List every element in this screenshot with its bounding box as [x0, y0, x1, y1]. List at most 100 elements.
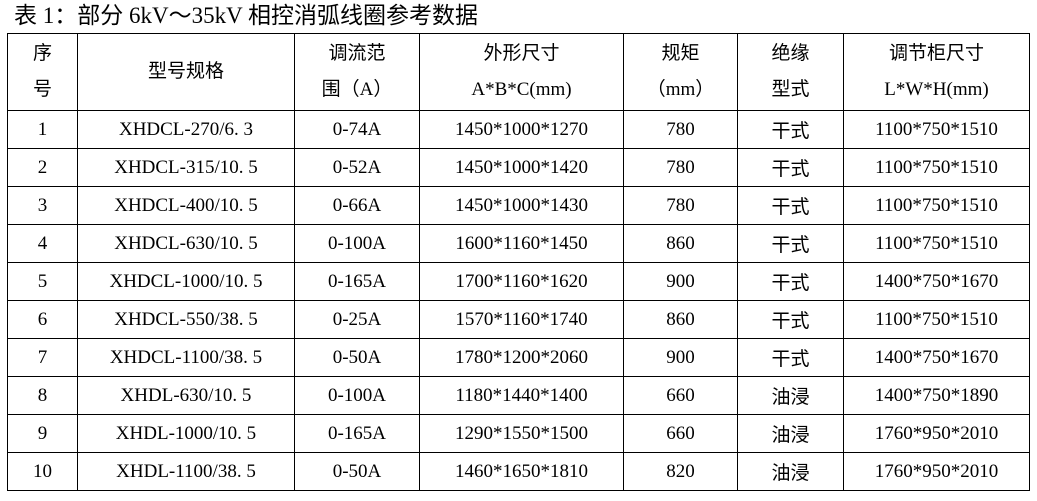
table-row: 8 XHDL-630/10. 5 0-100A 1180*1440*1400 660 油浸…: [7, 376, 1030, 415]
table-cell: 1760*950*2010: [843, 452, 1030, 491]
table-cell: 1100*750*1510: [843, 110, 1030, 149]
table-cell: XHDL-1100/38. 5: [77, 452, 295, 491]
column-header-line: （mm）: [646, 79, 715, 100]
table-cell: 1460*1650*1810: [419, 452, 624, 491]
column-header-line: L*W*H(mm): [884, 79, 989, 100]
table-cell: 6: [7, 300, 78, 339]
table-cell: 0-74A: [294, 110, 420, 149]
table-cell: 1290*1550*1500: [419, 414, 624, 453]
table-cell: XHDCL-550/38. 5: [77, 300, 295, 339]
table-cell: 0-25A: [294, 300, 420, 339]
table-cell: 660: [623, 414, 738, 453]
table-cell: 1100*750*1510: [843, 300, 1030, 339]
table-cell: 860: [623, 224, 738, 263]
table-cell: 660: [623, 376, 738, 415]
table-cell: 0-50A: [294, 338, 420, 377]
table-cell: 1100*750*1510: [843, 148, 1030, 187]
table-cell: 0-52A: [294, 148, 420, 187]
table-title: 表 1：部分 6kV～35kV 相控消弧线圈参考数据: [14, 3, 479, 28]
table-cell: 900: [623, 262, 738, 301]
table-row: 2 XHDCL-315/10. 5 0-52A 1450*1000*1420 780 干式…: [7, 148, 1030, 187]
table-cell: 干式: [737, 148, 844, 187]
table-cell: XHDL-630/10. 5: [77, 376, 295, 415]
table-cell: 7: [7, 338, 78, 377]
column-header-line: 型式: [771, 79, 810, 100]
column-header-line: 围（A）: [321, 79, 393, 100]
table-cell: 1600*1160*1450: [419, 224, 624, 263]
table-cell: 干式: [737, 338, 844, 377]
table-cell: 1180*1440*1400: [419, 376, 624, 415]
column-header-0: 序号: [7, 33, 78, 111]
table-row: 7 XHDCL-1100/38. 5 0-50A 1780*1200*2060 900 干…: [7, 338, 1030, 377]
table-row: 9 XHDL-1000/10. 5 0-165A 1290*1550*1500 660 油…: [7, 414, 1030, 453]
column-header-line: 规矩: [661, 43, 700, 64]
table-cell: 1100*750*1510: [843, 186, 1030, 225]
table-row: 1 XHDCL-270/6. 3 0-74A 1450*1000*1270 780 干式 1…: [7, 110, 1030, 149]
reference-table: 序号型号规格 调流范 围（A） 外形尺寸 A*B*C(mm) 规矩 （mm） 绝缘 型式 调节柜尺…: [7, 33, 1030, 491]
table-cell: XHDCL-630/10. 5: [77, 224, 295, 263]
table-cell: 1450*1000*1430: [419, 186, 624, 225]
table-cell: 1400*750*1670: [843, 262, 1030, 301]
table-cell: 1450*1000*1270: [419, 110, 624, 149]
table-cell: 0-50A: [294, 452, 420, 491]
table-cell: XHDCL-400/10. 5: [77, 186, 295, 225]
column-header-line: 型号规格: [147, 61, 224, 82]
table-cell: XHDCL-1000/10. 5: [77, 262, 295, 301]
table-row: 10 XHDL-1100/38. 5 0-50A 1460*1650*1810 820 油…: [7, 452, 1030, 491]
table-cell: 1100*750*1510: [843, 224, 1030, 263]
column-header-2: 调流范围（A）: [294, 33, 420, 111]
column-header-line: 号: [32, 79, 52, 100]
column-header-line: 序: [32, 43, 52, 64]
table-cell: 1450*1000*1420: [419, 148, 624, 187]
table-cell: 干式: [737, 262, 844, 301]
table-cell: 780: [623, 186, 738, 225]
table-cell: XHDCL-1100/38. 5: [77, 338, 295, 377]
column-header-line: 绝缘: [771, 43, 810, 64]
table-cell: 10: [7, 452, 78, 491]
table-cell: 0-66A: [294, 186, 420, 225]
table-cell: 4: [7, 224, 78, 263]
column-header-3: 外形尺寸 A*B*C(mm): [419, 33, 624, 111]
column-header-4: 规矩 （mm）: [623, 33, 738, 111]
table-cell: 780: [623, 110, 738, 149]
header-row: 序号型号规格 调流范 围（A） 外形尺寸 A*B*C(mm) 规矩 （mm） 绝缘 型式 调节柜尺…: [7, 33, 1030, 111]
table-cell: 0-165A: [294, 414, 420, 453]
table-cell: 5: [7, 262, 78, 301]
table-cell: 干式: [737, 186, 844, 225]
column-header-5: 绝缘 型式: [737, 33, 844, 111]
table-row: 6 XHDCL-550/38. 5 0-25A 1570*1160*1740 860 干式…: [7, 300, 1030, 339]
table-row: 5 XHDCL-1000/10. 5 0-165A 1700*1160*1620 900…: [7, 262, 1030, 301]
table-cell: 干式: [737, 300, 844, 339]
column-header-6: 调节柜尺寸 L*W*H(mm): [843, 33, 1030, 111]
table-cell: 900: [623, 338, 738, 377]
table-cell: 0-100A: [294, 376, 420, 415]
table-cell: 0-165A: [294, 262, 420, 301]
table-cell: 1400*750*1670: [843, 338, 1030, 377]
table-cell: 780: [623, 148, 738, 187]
table-cell: 1570*1160*1740: [419, 300, 624, 339]
table-cell: XHDL-1000/10. 5: [77, 414, 295, 453]
table-cell: 1760*950*2010: [843, 414, 1030, 453]
table-cell: 0-100A: [294, 224, 420, 263]
column-header-line: 调节柜尺寸: [888, 43, 984, 64]
column-header-1: 型号规格: [77, 33, 295, 111]
table-cell: 1780*1200*2060: [419, 338, 624, 377]
column-header-line: A*B*C(mm): [471, 79, 572, 100]
table-cell: 1400*750*1890: [843, 376, 1030, 415]
table-cell: 860: [623, 300, 738, 339]
table-cell: 9: [7, 414, 78, 453]
table-cell: 干式: [737, 224, 844, 263]
table-cell: 干式: [737, 110, 844, 149]
table-cell: 3: [7, 186, 78, 225]
table-cell: 油浸: [737, 452, 844, 491]
table-row: 4 XHDCL-630/10. 5 0-100A 1600*1160*1450 860 干…: [7, 224, 1030, 263]
table-body: 1 XHDCL-270/6. 3 0-74A 1450*1000*1270 780 干式 1…: [7, 110, 1030, 491]
table-cell: 1700*1160*1620: [419, 262, 624, 301]
table-cell: XHDCL-315/10. 5: [77, 148, 295, 187]
column-header-line: 调流范: [328, 43, 386, 64]
table-cell: 1: [7, 110, 78, 149]
table-cell: 油浸: [737, 414, 844, 453]
table-cell: 2: [7, 148, 78, 187]
table-cell: 油浸: [737, 376, 844, 415]
